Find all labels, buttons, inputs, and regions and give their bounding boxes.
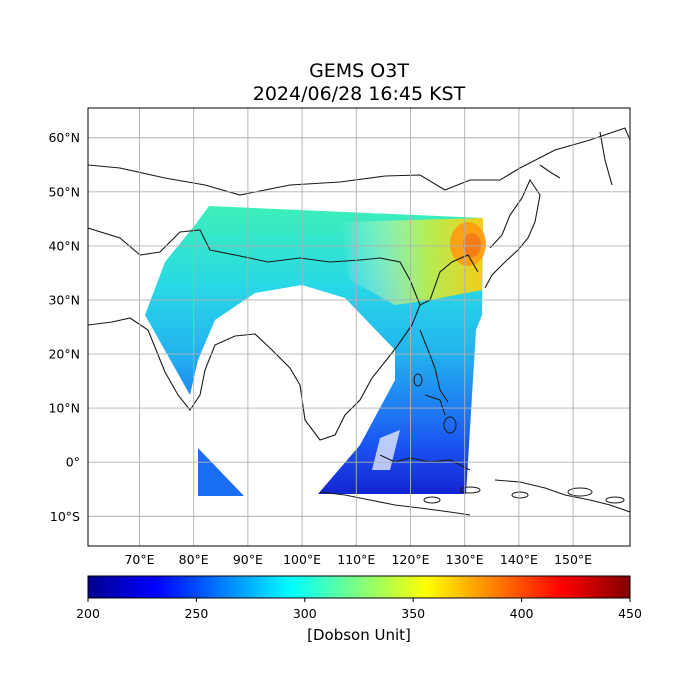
lat-tick-label: 60°N [48, 130, 80, 145]
lon-tick-label: 150°E [554, 552, 592, 567]
colorbar-tick-label: 450 [618, 606, 642, 621]
colorbar-label: [Dobson Unit] [307, 626, 411, 644]
lat-tick-label: 10°S [50, 509, 80, 524]
lon-tick-label: 120°E [391, 552, 429, 567]
lon-tick-label: 130°E [446, 552, 484, 567]
title-line-1: GEMS O3T [309, 60, 409, 82]
lon-tick-label: 90°E [233, 552, 263, 567]
lat-tick-label: 30°N [48, 292, 80, 307]
colorbar-tick-label: 200 [76, 606, 100, 621]
lat-tick-label: 10°N [48, 401, 80, 416]
lat-tick-label: 0° [66, 455, 80, 470]
colorbar-tick-label: 300 [293, 606, 317, 621]
colorbar-tick-label: 350 [401, 606, 425, 621]
lat-tick-label: 50°N [48, 184, 80, 199]
lon-tick-label: 140°E [500, 552, 538, 567]
title-line-2: 2024/06/28 16:45 KST [252, 83, 466, 105]
colorbar-tick-label: 250 [184, 606, 208, 621]
lon-tick-label: 100°E [283, 552, 321, 567]
lon-tick-label: 110°E [337, 552, 375, 567]
colorbar-gradient [87, 575, 631, 599]
lat-tick-label: 20°N [48, 347, 80, 362]
colorbar-tick-label: 400 [510, 606, 534, 621]
o3-northeast-high [340, 218, 483, 305]
lon-tick-label: 80°E [179, 552, 209, 567]
lon-tick-label: 70°E [124, 552, 154, 567]
o3-swath-southwest [198, 448, 244, 496]
lat-tick-label: 40°N [48, 238, 80, 253]
map-figure: 70°E 80°E 90°E 100°E 110°E 120°E 130°E 140°E 150… [48, 107, 631, 567]
